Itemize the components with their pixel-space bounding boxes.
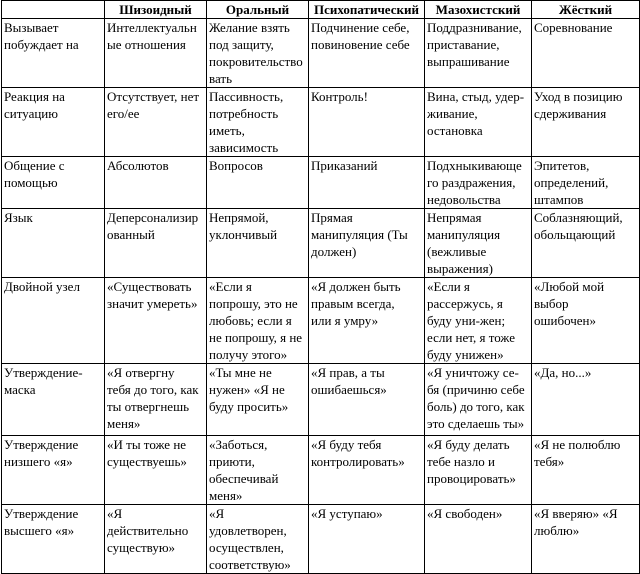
table-cell: «Ты мне не нужен» «Я не буду просить» [206, 363, 309, 436]
table-cell: «Я буду тебя контролировать» [308, 435, 425, 505]
table-cell: Желание взять под защиту, покровительств… [206, 18, 309, 88]
column-header: Психопатический [308, 0, 425, 19]
row-label: Общение с помощью [1, 156, 105, 209]
table-cell: Подхныкивающе го раздражения, недовольст… [424, 156, 532, 209]
table-cell: «Я не полюблю тебя» [531, 435, 640, 505]
row-label: Вызывает побуждает на [1, 18, 105, 88]
table-row: Вызывает побуждает на Интеллектуальн ые о… [1, 18, 640, 88]
table-row: Утверждение низшего «я» «И ты тоже не сущ… [1, 435, 640, 505]
column-header: Мазохистский [424, 0, 532, 19]
table-cell: Соблазняющий, обольщающий [531, 208, 640, 278]
table-cell: Контроль! [308, 87, 425, 157]
table-cell: Приказаний [308, 156, 425, 209]
table-cell: Эпитетов, определений, штампов [531, 156, 640, 209]
table-cell: Интеллектуальн ые отношения [104, 18, 207, 88]
column-header [1, 0, 105, 19]
table-cell: «Если я рассержусь, я буду уни-жен; если… [424, 277, 532, 364]
table-cell: Уход в позицию сдерживания [531, 87, 640, 157]
table-cell: «Я должен быть правым всегда, или я умру… [308, 277, 425, 364]
table-cell: «И ты тоже не существуешь» [104, 435, 207, 505]
table-cell: «Если я попрошу, это не любовь; если я н… [206, 277, 309, 364]
table-cell: Непрямая манипуляция (вежливые выражения… [424, 208, 532, 278]
table-cell: «Я действительно существую» [104, 504, 207, 574]
column-header: Оральный [206, 0, 309, 19]
table-cell: «Я свободен» [424, 504, 532, 574]
table-cell: Непрямой, уклончивый [206, 208, 309, 278]
table-row: Двойной узел «Существовать значит умереть… [1, 277, 640, 364]
row-label: Двойной узел [1, 277, 105, 364]
table-cell: «Да, но...» [531, 363, 640, 436]
table-cell: «Любой мой выбор ошибочен» [531, 277, 640, 364]
table-cell: «Я уничтожу се- бя (причиню себе боль) д… [424, 363, 532, 436]
table-cell: Вопросов [206, 156, 309, 209]
table-row: Утверждение высшего «я» «Я действительно … [1, 504, 640, 574]
table-cell: Отсутствует, нет его/ее [104, 87, 207, 157]
table-row: Реакция на ситуацию Отсутствует, нет его/… [1, 87, 640, 157]
row-label: Утверждение- маска [1, 363, 105, 436]
table-cell: «Я прав, а ты ошибаешься» [308, 363, 425, 436]
table-cell: Пассивность, потребность иметь, зависимо… [206, 87, 309, 157]
row-label: Утверждение высшего «я» [1, 504, 105, 574]
table-cell: «Я буду делать тебе назло и провоцироват… [424, 435, 532, 505]
table-cell: Поддразнивание, приставание, выпрашивани… [424, 18, 532, 88]
table-cell: Деперсонализир ованный [104, 208, 207, 278]
table-cell: Абсолютов [104, 156, 207, 209]
table-cell: «Заботься, приюти, обеспечивай меня» [206, 435, 309, 505]
table-cell: Вина, стыд, удер- живание, остановка [424, 87, 532, 157]
table-row: Утверждение- маска «Я отвергну тебя до то… [1, 363, 640, 436]
row-label: Реакция на ситуацию [1, 87, 105, 157]
table-row: Язык Деперсонализир ованный Непрямой, укло… [1, 208, 640, 278]
table-row: Общение с помощью Абсолютов Вопросов Приказ… [1, 156, 640, 209]
table-cell: «Я уступаю» [308, 504, 425, 574]
table-cell: «Я вверяю» «Я люблю» [531, 504, 640, 574]
table-cell: Прямая манипуляция (Ты должен) [308, 208, 425, 278]
column-header: Шизоидный [104, 0, 207, 19]
table-cell: «Я отвергну тебя до того, как ты отвергн… [104, 363, 207, 436]
row-label: Язык [1, 208, 105, 278]
table-cell: Соревнование [531, 18, 640, 88]
header-row: Шизоидный Оральный Психопатический Мазохист… [1, 0, 640, 19]
table-cell: Подчинение себе, повиновение себе [308, 18, 425, 88]
column-header: Жёсткий [531, 0, 640, 19]
table-cell: «Я удовлетворен, осуществлен, соответств… [206, 504, 309, 574]
row-label: Утверждение низшего «я» [1, 435, 105, 505]
table-cell: «Существовать значит умереть» [104, 277, 207, 364]
